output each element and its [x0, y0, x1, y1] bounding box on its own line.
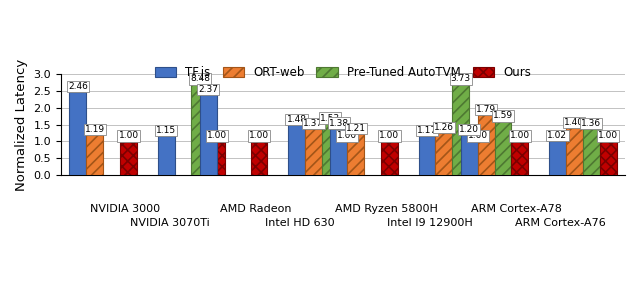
Text: 1.00: 1.00	[337, 131, 357, 140]
Y-axis label: Normalized Latency: Normalized Latency	[15, 58, 28, 191]
Bar	[288, 125, 305, 175]
Text: 1.53: 1.53	[320, 113, 340, 123]
Legend: TF.js, ORT-web, Pre-Tuned AutoTVM, Ours: TF.js, ORT-web, Pre-Tuned AutoTVM, Ours	[150, 62, 536, 84]
Bar	[339, 141, 356, 175]
Bar	[381, 141, 398, 175]
Bar	[583, 129, 600, 175]
Text: 1.00: 1.00	[468, 131, 488, 140]
Bar	[330, 128, 348, 175]
Text: 1.79: 1.79	[476, 105, 496, 114]
Text: 1.48: 1.48	[287, 115, 307, 124]
Bar	[251, 141, 268, 175]
Text: 1.37: 1.37	[303, 119, 323, 128]
Bar	[209, 141, 225, 175]
Bar	[70, 92, 86, 175]
Text: 1.00: 1.00	[380, 131, 399, 140]
Text: AMD Ryzen 5800H: AMD Ryzen 5800H	[335, 204, 438, 214]
Text: 1.00: 1.00	[510, 131, 530, 140]
Text: 1.19: 1.19	[84, 125, 105, 134]
Text: 1.00: 1.00	[598, 131, 618, 140]
Bar	[461, 135, 477, 175]
Bar	[120, 141, 137, 175]
Text: 2.46: 2.46	[68, 82, 88, 91]
Text: 1.17: 1.17	[417, 126, 437, 135]
Bar	[191, 74, 209, 175]
Text: AMD Radeon: AMD Radeon	[220, 204, 291, 214]
Text: 1.00: 1.00	[207, 131, 227, 140]
Bar	[495, 121, 511, 175]
Bar	[348, 134, 364, 175]
Text: 1.38: 1.38	[329, 119, 349, 128]
Bar	[452, 74, 469, 175]
Text: 1.20: 1.20	[460, 125, 479, 134]
Bar	[566, 128, 583, 175]
Text: 1.21: 1.21	[346, 124, 365, 133]
Text: 1.00: 1.00	[118, 131, 139, 140]
Text: 1.36: 1.36	[581, 119, 602, 128]
Bar	[200, 95, 217, 175]
Text: 1.15: 1.15	[156, 126, 176, 135]
Bar	[549, 141, 566, 175]
Text: Intel HD 630: Intel HD 630	[265, 218, 335, 228]
Bar	[477, 115, 495, 175]
Text: NVIDIA 3000: NVIDIA 3000	[90, 204, 161, 214]
Bar	[419, 136, 435, 175]
Bar	[157, 136, 175, 175]
Text: 1.02: 1.02	[547, 131, 568, 140]
Text: 3.73: 3.73	[451, 75, 471, 83]
Text: 8.48: 8.48	[190, 75, 210, 83]
Text: Intel I9 12900H: Intel I9 12900H	[387, 218, 473, 228]
Text: 1.40: 1.40	[564, 118, 584, 127]
Text: 1.26: 1.26	[434, 123, 454, 132]
Bar	[600, 141, 616, 175]
Text: ARM Cortex-A76: ARM Cortex-A76	[515, 218, 606, 228]
Text: ARM Cortex-A78: ARM Cortex-A78	[471, 204, 562, 214]
Text: NVIDIA 3070Ti: NVIDIA 3070Ti	[129, 218, 209, 228]
Bar	[435, 133, 452, 175]
Text: 1.59: 1.59	[493, 112, 513, 120]
Text: 2.37: 2.37	[198, 85, 218, 94]
Bar	[322, 123, 339, 175]
Text: 1.00: 1.00	[249, 131, 269, 140]
Bar	[469, 141, 486, 175]
Bar	[511, 141, 529, 175]
Bar	[305, 129, 322, 175]
Bar	[86, 135, 103, 175]
